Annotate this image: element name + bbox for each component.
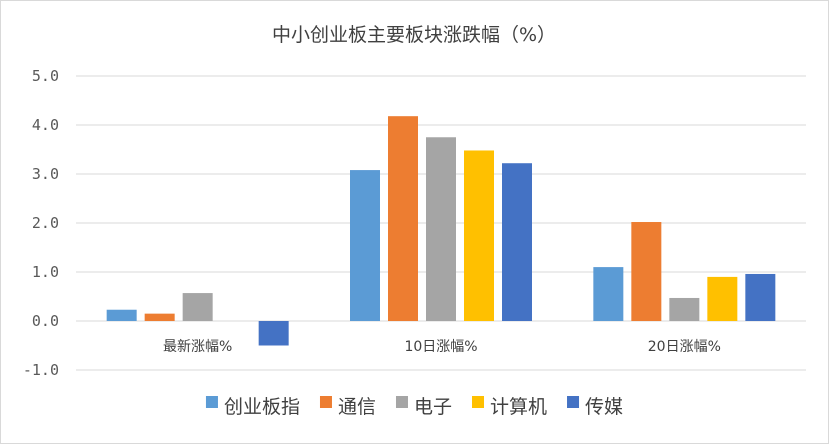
bar-5-3: [745, 273, 776, 321]
legend-label: 通信: [338, 396, 376, 418]
legend-label: 创业板指: [224, 396, 300, 418]
bar-5-1: [258, 321, 289, 346]
legend-label: 电子: [414, 396, 452, 418]
bar-2-1: [144, 313, 175, 321]
y-axis-ticks: 5.0 4.0 3.0 2.0 1.0 0.0 -1.0: [23, 67, 59, 379]
legend-item: 创业板指: [205, 396, 300, 418]
bar-5-2: [502, 163, 532, 321]
y-tick-label: 5.0: [32, 67, 59, 85]
legend-item: 计算机: [472, 396, 547, 418]
bar-4-3: [707, 276, 738, 321]
bar-2-3: [631, 222, 662, 321]
bar-1-3: [593, 267, 624, 321]
bar-4-2: [464, 150, 494, 321]
legend: 创业板指 通信 电子 计算机 传媒: [205, 396, 623, 418]
bar-3-3: [669, 297, 700, 321]
bar-1-2: [350, 170, 380, 321]
legend-label: 计算机: [490, 396, 547, 418]
bars: [106, 116, 776, 346]
y-tick-label: 3.0: [32, 165, 59, 183]
category-label: 10日涨幅%: [404, 339, 477, 355]
legend-swatch: [472, 396, 485, 408]
y-tick-label: 4.0: [32, 116, 59, 134]
y-tick-label: 2.0: [32, 214, 59, 232]
category-labels: 最新涨幅% 10日涨幅% 20日涨幅%: [163, 339, 721, 355]
legend-item: 电子: [395, 396, 452, 418]
legend-label: 传媒: [585, 396, 623, 418]
category-label: 最新涨幅%: [163, 339, 232, 355]
legend-swatch: [395, 396, 408, 408]
y-tick-label: -1.0: [23, 361, 59, 379]
category-label: 20日涨幅%: [648, 339, 721, 355]
legend-swatch: [567, 396, 580, 408]
chart-title: 中小创业板主要板块涨跌幅（%）: [272, 24, 556, 46]
legend-item: 通信: [319, 396, 376, 418]
legend-item: 传媒: [567, 396, 623, 418]
y-tick-label: 0.0: [32, 312, 59, 330]
bar-2-2: [388, 116, 418, 322]
legend-swatch: [319, 396, 332, 408]
bar-3-1: [182, 293, 213, 321]
legend-swatch: [205, 396, 218, 408]
bar-3-2: [426, 137, 456, 321]
y-tick-label: 1.0: [32, 263, 59, 281]
bar-1-1: [106, 309, 137, 321]
